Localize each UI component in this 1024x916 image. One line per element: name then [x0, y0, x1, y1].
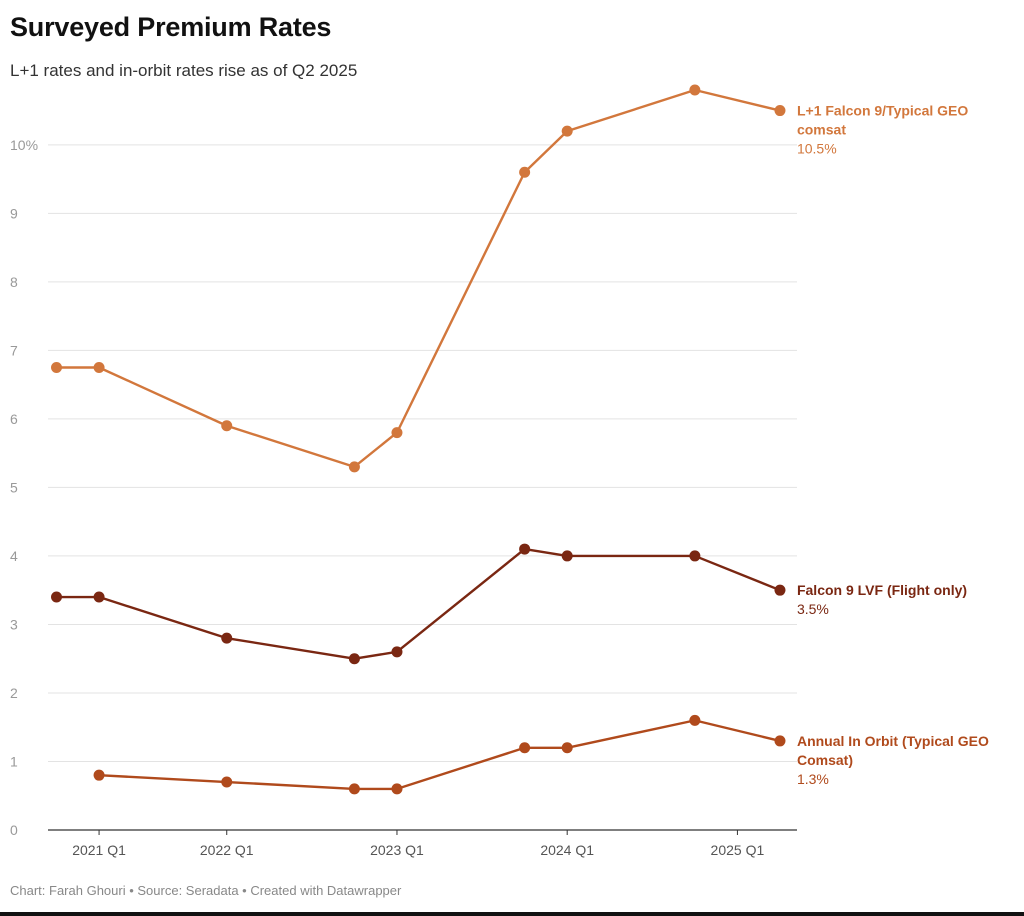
series-line — [99, 719, 781, 791]
data-point — [519, 742, 531, 754]
data-point — [51, 591, 63, 603]
data-point — [774, 105, 786, 117]
data-point — [391, 427, 403, 439]
data-point — [221, 776, 233, 788]
y-tick-label: 8 — [10, 274, 18, 290]
y-tick-label: 4 — [10, 548, 18, 564]
data-point — [689, 84, 701, 96]
y-tick-label: 2 — [10, 685, 18, 701]
data-point — [561, 125, 573, 137]
x-tick-label: 2023 Q1 — [370, 842, 424, 858]
series-value-label: 3.5% — [797, 601, 829, 617]
y-tick-label: 0 — [10, 822, 18, 838]
y-tick-label: 6 — [10, 411, 18, 427]
series-line — [56, 547, 781, 660]
y-tick-label: 3 — [10, 616, 18, 632]
data-point — [689, 714, 701, 726]
data-point — [348, 783, 360, 795]
series-value-label: 10.5% — [797, 141, 837, 157]
data-point — [93, 362, 105, 373]
chart-subtitle: L+1 rates and in-orbit rates rise as of … — [10, 61, 358, 80]
data-point — [221, 420, 233, 432]
x-tick-label: 2022 Q1 — [200, 842, 254, 858]
series-label: comsat — [797, 122, 846, 138]
data-point — [51, 362, 63, 373]
data-point — [93, 769, 105, 781]
data-point — [348, 461, 360, 473]
x-tick-label: 2021 Q1 — [72, 842, 126, 858]
data-point — [391, 783, 403, 795]
series-label: Annual In Orbit (Typical GEO — [797, 733, 989, 749]
data-point — [348, 653, 360, 665]
series-value-label: 1.3% — [797, 771, 829, 787]
series-label: L+1 Falcon 9/Typical GEO — [797, 103, 968, 119]
y-tick-label: 10% — [10, 137, 38, 153]
y-tick-label: 9 — [10, 205, 18, 221]
data-point — [391, 646, 403, 658]
series-label: Falcon 9 LVF (Flight only) — [797, 582, 967, 598]
x-tick-label: 2025 Q1 — [711, 842, 765, 858]
data-point — [774, 584, 786, 596]
data-point — [221, 632, 233, 644]
data-point — [689, 550, 701, 562]
data-point — [93, 591, 105, 603]
y-tick-label: 1 — [10, 753, 18, 769]
bottom-divider — [0, 912, 1024, 916]
chart-title: Surveyed Premium Rates — [10, 12, 332, 42]
data-point — [774, 735, 786, 747]
data-point — [561, 550, 573, 562]
y-tick-label: 5 — [10, 479, 18, 495]
series-label: Comsat) — [797, 752, 853, 768]
series-line — [56, 88, 781, 469]
data-point — [561, 742, 573, 754]
data-point — [519, 166, 531, 178]
y-tick-label: 7 — [10, 342, 18, 358]
x-tick-label: 2024 Q1 — [540, 842, 594, 858]
data-point — [519, 543, 531, 555]
chart-footer: Chart: Farah Ghouri • Source: Seradata •… — [10, 883, 402, 898]
